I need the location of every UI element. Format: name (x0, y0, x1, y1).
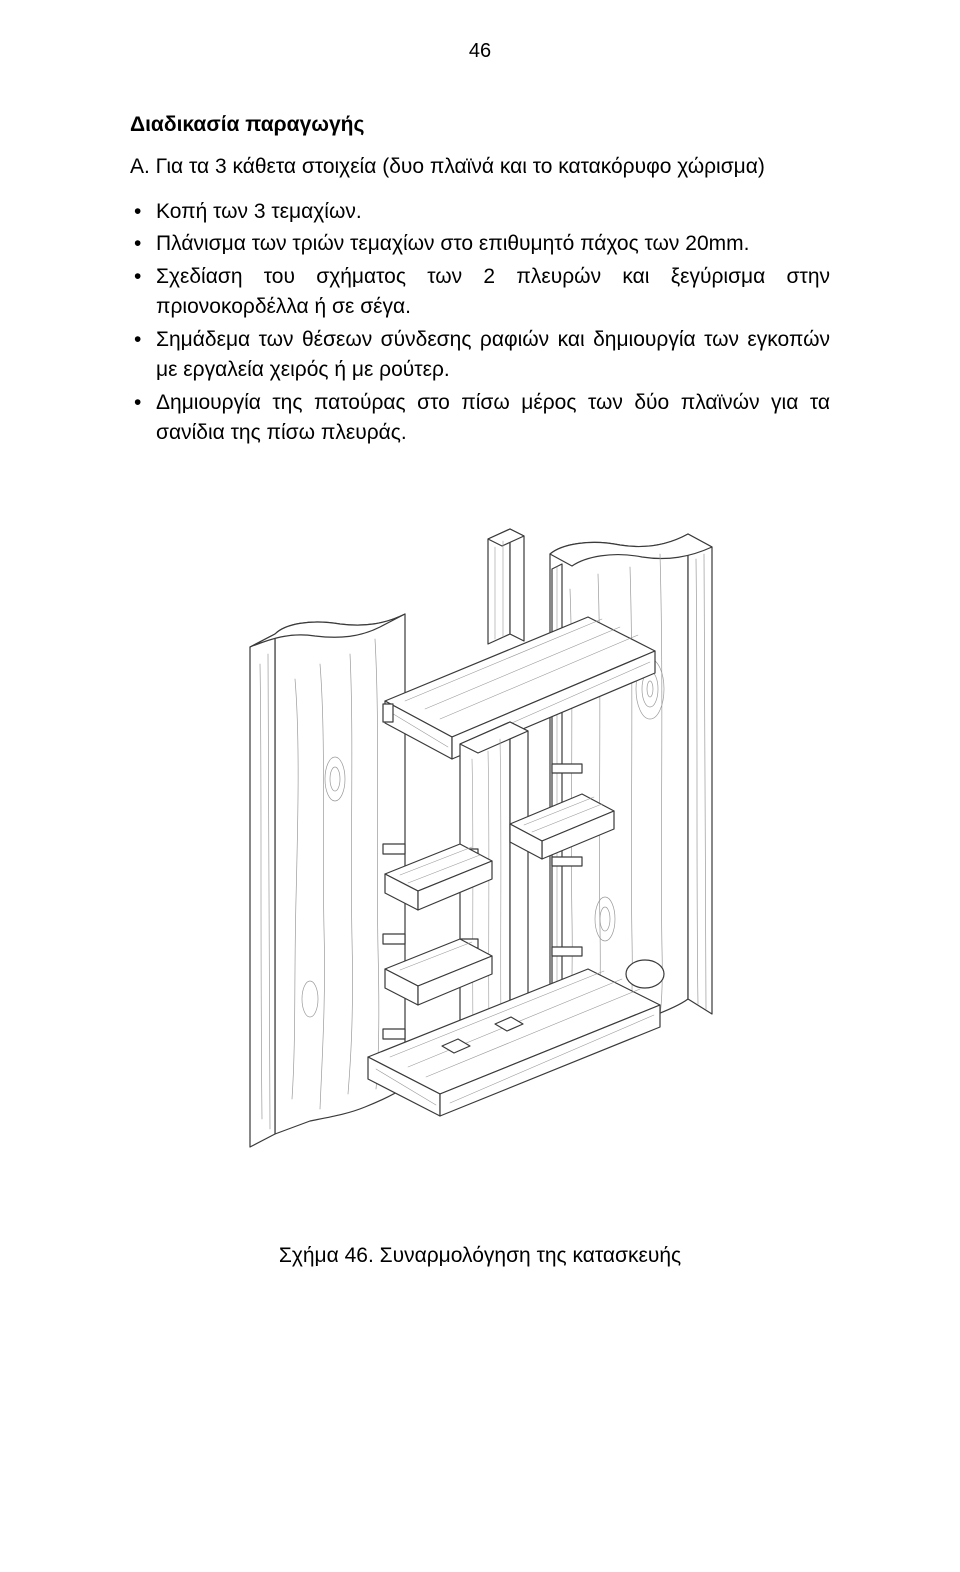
list-item: Κοπή των 3 τεμαχίων. (130, 197, 830, 227)
bullet-list: Κοπή των 3 τεμαχίων. Πλάνισμα των τριών … (130, 197, 830, 449)
figure-caption: Σχήμα 46. Συναρμολόγηση της κατασκευής (130, 1244, 830, 1268)
page-number: 46 (130, 40, 830, 63)
list-item: Πλάνισμα των τριών τεμαχίων στο επιθυμητ… (130, 229, 830, 259)
list-item: Σημάδεμα των θέσεων σύνδεσης ραφιών και … (130, 325, 830, 386)
shelf-assembly-drawing (190, 479, 770, 1179)
figure-container (130, 479, 830, 1184)
page-container: 46 Διαδικασία παραγωγής Α. Για τα 3 κάθε… (0, 0, 960, 1572)
list-item: Δημιουργία της πατούρας στο πίσω μέρος τ… (130, 388, 830, 449)
list-item: Σχεδίαση του σχήματος των 2 πλευρών και … (130, 262, 830, 323)
production-process-heading: Διαδικασία παραγωγής (130, 113, 830, 137)
section-a-heading: Α. Για τα 3 κάθετα στοιχεία (δυο πλαϊνά … (130, 155, 830, 179)
